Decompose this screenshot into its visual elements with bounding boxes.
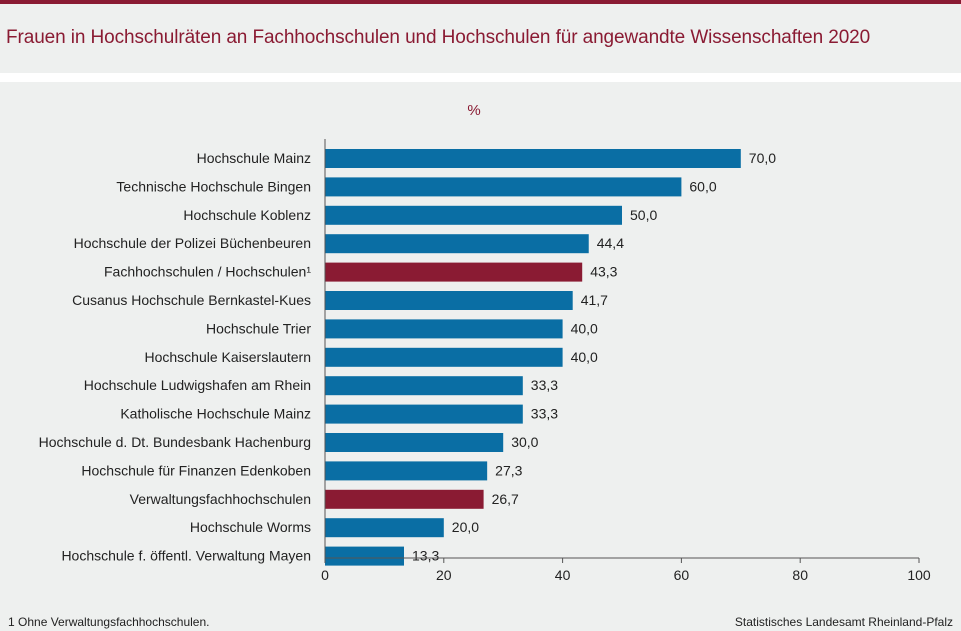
bar-chart: % Hochschule Mainz 70,0 Technische Hochschu… bbox=[39, 102, 931, 583]
category-label: Hochschule Kaiserslautern bbox=[144, 349, 311, 365]
bar bbox=[325, 205, 622, 225]
category-label: Hochschule Worms bbox=[190, 519, 311, 535]
top-accent-bar bbox=[0, 0, 961, 4]
data-label: 41,7 bbox=[581, 292, 608, 308]
data-label: 70,0 bbox=[749, 150, 776, 166]
category-label: Cusanus Hochschule Bernkastel-Kues bbox=[72, 292, 311, 308]
bar bbox=[325, 234, 589, 254]
x-tick-label: 100 bbox=[907, 567, 931, 583]
bar bbox=[325, 149, 741, 168]
category-label: Verwaltungsfachhochschulen bbox=[130, 491, 311, 507]
bar bbox=[325, 319, 563, 339]
bar bbox=[325, 262, 583, 282]
bar bbox=[325, 177, 682, 197]
source-credit: Statistisches Landesamt Rheinland-Pfalz bbox=[734, 615, 953, 629]
category-label: Technische Hochschule Bingen bbox=[116, 178, 311, 194]
data-label: 27,3 bbox=[495, 462, 522, 478]
data-label: 33,3 bbox=[531, 377, 558, 393]
data-label: 60,0 bbox=[689, 178, 716, 194]
category-label: Hochschule Mainz bbox=[197, 150, 311, 166]
data-label: 30,0 bbox=[511, 434, 538, 450]
category-label: Hochschule d. Dt. Bundesbank Hachenburg bbox=[39, 434, 311, 450]
bar bbox=[325, 546, 405, 566]
data-label: 26,7 bbox=[492, 491, 519, 507]
x-tick-label: 20 bbox=[436, 567, 452, 583]
data-label: 50,0 bbox=[630, 207, 657, 223]
data-label: 33,3 bbox=[531, 406, 558, 422]
bar bbox=[325, 433, 504, 452]
x-tick-label: 80 bbox=[792, 567, 808, 583]
category-label: Katholische Hochschule Mainz bbox=[120, 406, 311, 422]
data-label: 13,3 bbox=[412, 548, 439, 564]
unit-label: % bbox=[467, 102, 480, 119]
x-tick-label: 40 bbox=[555, 567, 571, 583]
category-label: Hochschule Trier bbox=[206, 320, 311, 336]
data-label: 43,3 bbox=[590, 264, 617, 280]
bar bbox=[325, 347, 563, 367]
data-label: 40,0 bbox=[571, 320, 598, 336]
chart-title: Frauen in Hochschulräten an Fachhochschu… bbox=[6, 27, 871, 48]
bar bbox=[325, 404, 523, 424]
data-label: 20,0 bbox=[452, 519, 479, 535]
category-label: Hochschule Koblenz bbox=[183, 207, 311, 223]
title-separator bbox=[0, 73, 961, 82]
category-label: Hochschule f. öffentl. Verwaltung Mayen bbox=[61, 548, 311, 564]
x-tick-label: 0 bbox=[321, 567, 329, 583]
data-label: 40,0 bbox=[571, 349, 598, 365]
bar bbox=[325, 518, 444, 538]
category-label: Hochschule der Polizei Büchenbeuren bbox=[74, 235, 311, 251]
category-label: Hochschule Ludwigshafen am Rhein bbox=[84, 377, 311, 393]
data-label: 44,4 bbox=[597, 235, 624, 251]
bar bbox=[325, 291, 573, 310]
category-label: Hochschule für Finanzen Edenkoben bbox=[81, 462, 311, 478]
category-label: Fachhochschulen / Hochschulen¹ bbox=[104, 264, 311, 280]
footnote: 1 Ohne Verwaltungsfachhochschulen. bbox=[8, 615, 210, 629]
bar bbox=[325, 376, 523, 396]
bar bbox=[325, 489, 484, 509]
x-tick-label: 60 bbox=[674, 567, 690, 583]
bar bbox=[325, 461, 488, 481]
